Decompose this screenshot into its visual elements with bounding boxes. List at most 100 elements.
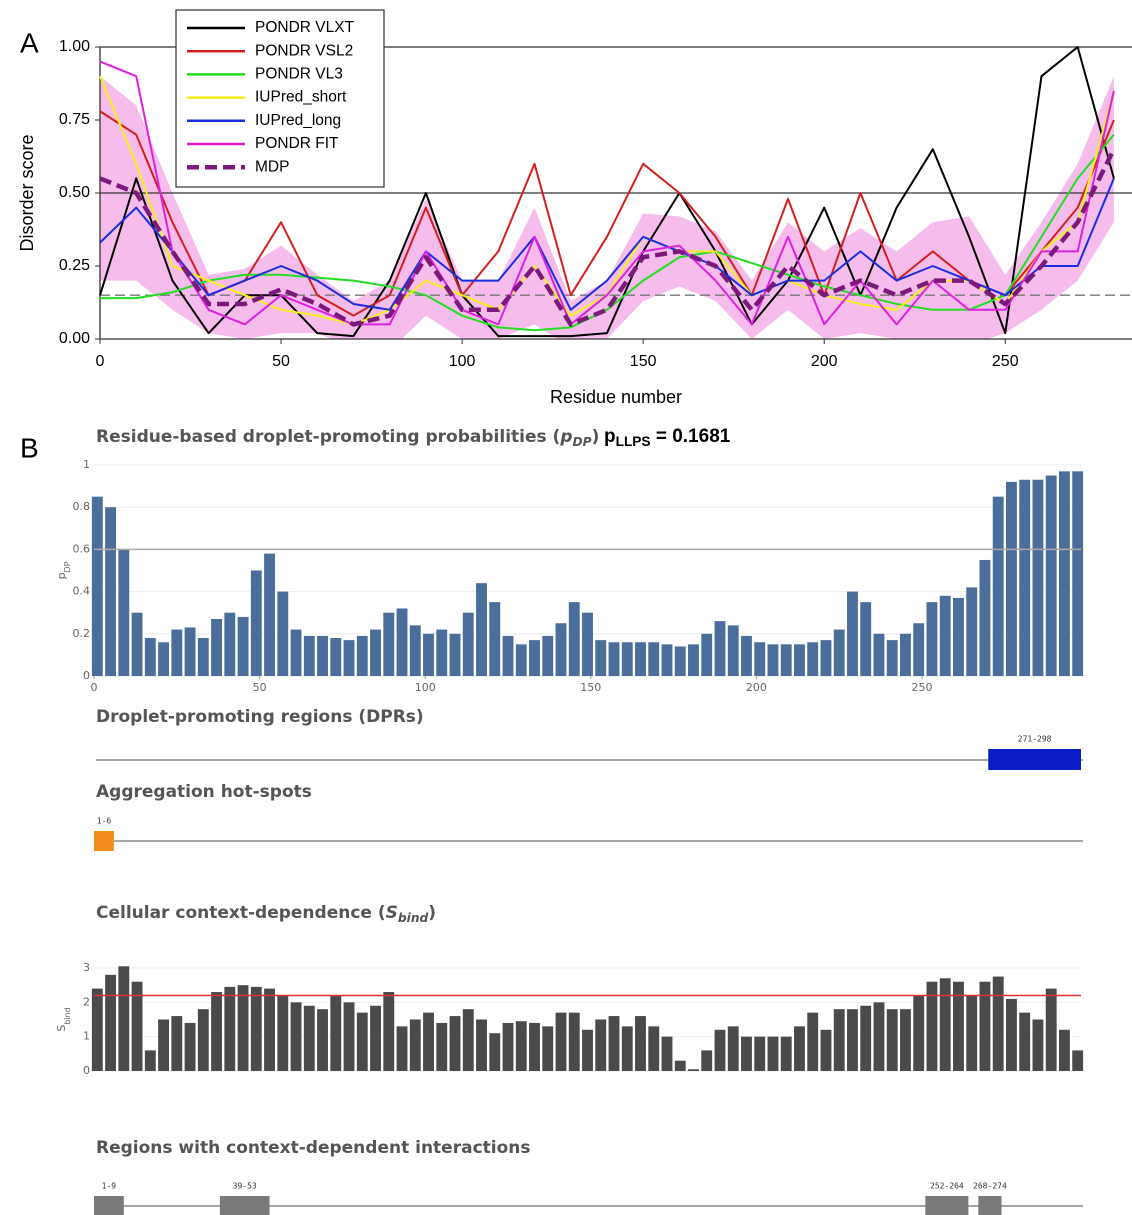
- bar: [661, 644, 673, 676]
- bar: [277, 995, 289, 1071]
- bar: [780, 1036, 792, 1071]
- bar: [926, 602, 938, 676]
- bar: [462, 612, 474, 676]
- bar: [608, 1016, 620, 1071]
- bar: [674, 1060, 686, 1071]
- bar: [105, 974, 116, 1071]
- panel-label: B: [20, 432, 39, 463]
- text-part: = 0.1681: [651, 426, 731, 447]
- bar: [383, 612, 395, 676]
- y-tick-label: 1: [83, 1030, 90, 1043]
- text-part: DP: [63, 561, 72, 572]
- series-line: [99, 110, 1115, 317]
- bar: [860, 1005, 872, 1071]
- bar: [409, 625, 421, 676]
- bar: [290, 629, 302, 676]
- bar: [303, 635, 315, 676]
- region-block: [94, 1196, 124, 1215]
- y-tick-label: 0.4: [73, 585, 91, 598]
- bar: [105, 507, 116, 676]
- x-tick-label: 200: [746, 681, 767, 694]
- bar: [966, 995, 978, 1071]
- bar: [966, 587, 978, 676]
- error-band: [100, 76, 1114, 339]
- bar: [595, 1019, 607, 1071]
- bar: [277, 591, 289, 676]
- bar: [794, 1026, 805, 1071]
- bar: [979, 981, 991, 1071]
- region-label: 252-264: [930, 1182, 964, 1191]
- bar: [330, 995, 342, 1071]
- bar: [476, 583, 487, 676]
- text-part: p: [559, 427, 572, 447]
- legend-label: PONDR VLXT: [255, 19, 355, 36]
- bar: [144, 1050, 156, 1071]
- bar: [158, 642, 169, 676]
- bar: [237, 616, 249, 676]
- bar: [211, 992, 222, 1071]
- bar: [356, 635, 368, 676]
- bar: [833, 629, 845, 676]
- legend-label: MDP: [255, 158, 289, 175]
- bar: [674, 646, 686, 676]
- section-title: Regions with context-dependent interacti…: [96, 1138, 531, 1158]
- bar: [91, 988, 103, 1071]
- bar: [767, 644, 779, 676]
- bar: [688, 644, 699, 676]
- bar: [423, 1012, 434, 1071]
- bar: [462, 1009, 474, 1071]
- series-line: [99, 178, 1115, 311]
- bar: [621, 642, 633, 676]
- region-block: [988, 749, 1081, 770]
- y-tick-label: 2: [83, 995, 90, 1008]
- bar: [847, 1009, 858, 1071]
- y-tick-label: 0: [83, 1064, 90, 1077]
- bar: [515, 1021, 527, 1071]
- bar: [1032, 479, 1044, 676]
- bar: [568, 1012, 580, 1071]
- bar: [992, 976, 1004, 1071]
- bar: [502, 635, 514, 676]
- text-part: ): [428, 903, 436, 923]
- x-tick-label: 200: [811, 353, 838, 370]
- bar: [780, 644, 792, 676]
- bar: [886, 640, 898, 676]
- y-tick-label: 0: [83, 669, 90, 682]
- region-label: 39-53: [233, 1182, 257, 1191]
- bar: [542, 1026, 554, 1071]
- region-block: [94, 831, 114, 851]
- bar: [807, 1012, 819, 1071]
- bar: [1006, 998, 1017, 1071]
- legend-label: PONDR FIT: [255, 135, 339, 152]
- bar: [1059, 471, 1070, 676]
- bar: [370, 629, 381, 676]
- bar: [224, 986, 236, 1071]
- bar: [409, 1019, 421, 1071]
- bar: [1006, 481, 1017, 676]
- bar: [144, 638, 156, 676]
- bar: [741, 635, 752, 676]
- x-axis-label: Residue number: [550, 387, 682, 407]
- bar: [714, 621, 726, 676]
- bar: [701, 1050, 713, 1071]
- y-tick-label: 1.00: [59, 38, 90, 55]
- bar: [900, 633, 911, 676]
- text-part: p: [55, 572, 68, 579]
- bar: [250, 570, 262, 676]
- bar: [595, 640, 607, 676]
- y-tick-label: 0.25: [59, 257, 90, 274]
- bar: [979, 559, 991, 676]
- region-label: 268-274: [973, 1182, 1007, 1191]
- series-line: [100, 133, 1115, 332]
- annotation: pLLPS = 0.1681: [604, 426, 731, 449]
- y-tick-label: 0.75: [59, 111, 90, 128]
- bar: [820, 1029, 832, 1071]
- y-tick-label: 1: [83, 458, 90, 471]
- bar: [423, 633, 434, 676]
- bar: [1045, 475, 1057, 676]
- bar: [555, 623, 567, 676]
- bar: [370, 1005, 381, 1071]
- x-tick-label: 100: [449, 353, 476, 370]
- bar: [171, 629, 183, 676]
